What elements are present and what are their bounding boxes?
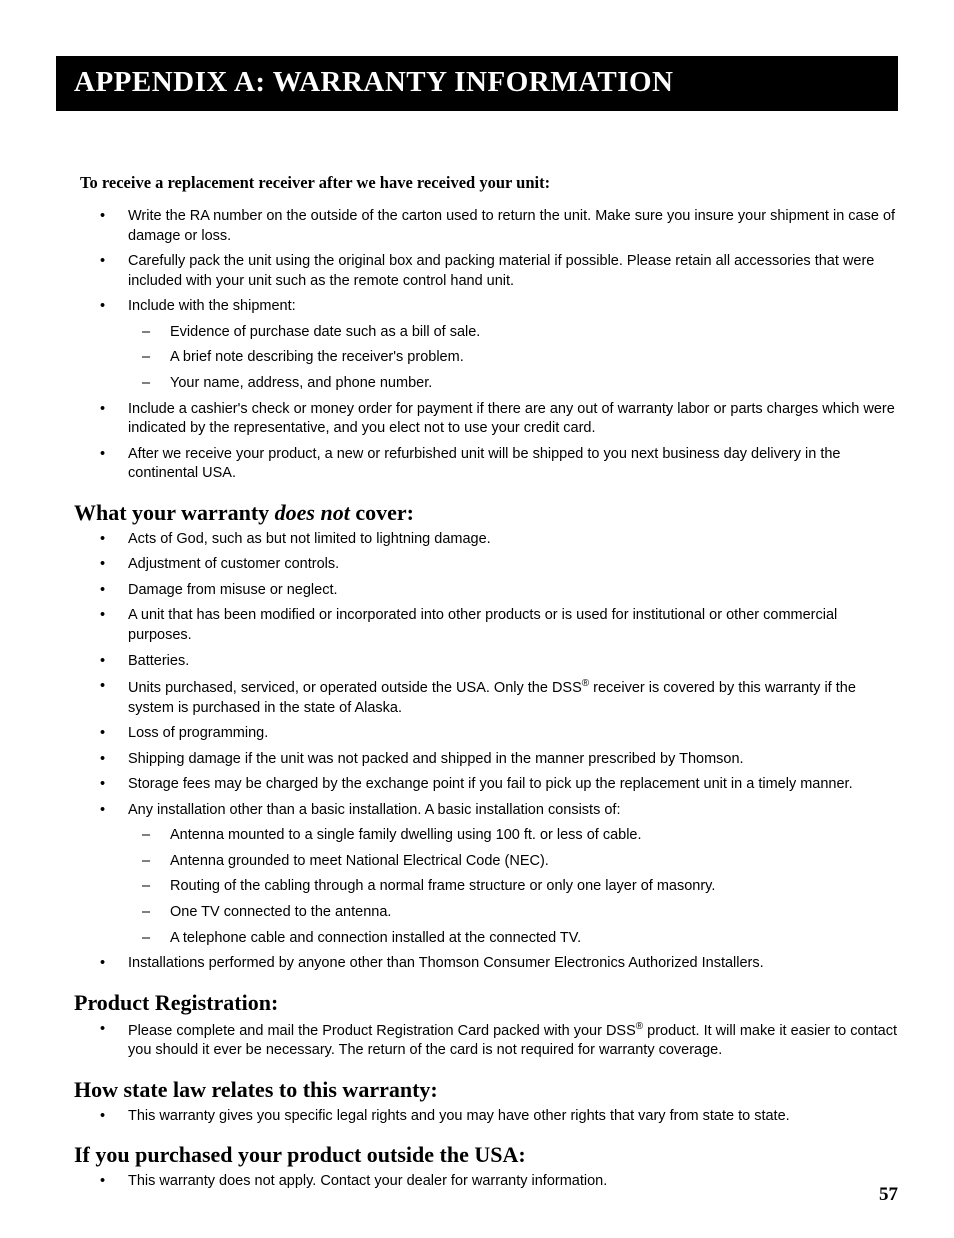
replacement-steps-list: Write the RA number on the outside of th… xyxy=(80,207,898,484)
list-item: Batteries. xyxy=(80,652,898,672)
list-item: A telephone cable and connection install… xyxy=(128,929,898,949)
statelaw-heading: How state law relates to this warranty: xyxy=(74,1077,898,1103)
list-item: This warranty gives you specific legal r… xyxy=(80,1107,898,1127)
list-item: Antenna mounted to a single family dwell… xyxy=(128,826,898,846)
heading-text-italic: does not xyxy=(275,500,350,525)
document-page: APPENDIX A: WARRANTY INFORMATION To rece… xyxy=(0,0,954,1238)
list-item: Include a cashier's check or money order… xyxy=(80,400,898,439)
list-item: Any installation other than a basic inst… xyxy=(80,801,898,948)
heading-text-post: cover: xyxy=(350,500,414,525)
list-item: Routing of the cabling through a normal … xyxy=(128,877,898,897)
list-item: Evidence of purchase date such as a bill… xyxy=(128,323,898,343)
not-cover-heading: What your warranty does not cover: xyxy=(74,500,898,526)
list-item: Antenna grounded to meet National Electr… xyxy=(128,852,898,872)
list-item: One TV connected to the antenna. xyxy=(128,903,898,923)
list-item: Carefully pack the unit using the origin… xyxy=(80,252,898,291)
list-item: After we receive your product, a new or … xyxy=(80,445,898,484)
list-item: Write the RA number on the outside of th… xyxy=(80,207,898,246)
list-item: Adjustment of customer controls. xyxy=(80,555,898,575)
appendix-banner: APPENDIX A: WARRANTY INFORMATION xyxy=(56,56,898,111)
include-with-shipment-list: Evidence of purchase date such as a bill… xyxy=(128,323,898,394)
list-item: Installations performed by anyone other … xyxy=(80,954,898,974)
list-item: Acts of God, such as but not limited to … xyxy=(80,530,898,550)
list-item: A unit that has been modified or incorpo… xyxy=(80,606,898,645)
list-item: A brief note describing the receiver's p… xyxy=(128,348,898,368)
basic-install-list: Antenna mounted to a single family dwell… xyxy=(128,826,898,948)
list-item: Units purchased, serviced, or operated o… xyxy=(80,677,898,718)
list-item: Shipping damage if the unit was not pack… xyxy=(80,750,898,770)
banner-title: APPENDIX A: WARRANTY INFORMATION xyxy=(74,66,674,98)
outside-usa-list: This warranty does not apply. Contact yo… xyxy=(80,1172,898,1192)
list-item: Include with the shipment: Evidence of p… xyxy=(80,297,898,393)
page-content: To receive a replacement receiver after … xyxy=(56,173,898,1192)
lead-in-heading: To receive a replacement receiver after … xyxy=(80,173,898,193)
page-number: 57 xyxy=(879,1184,898,1206)
list-item-text: Any installation other than a basic inst… xyxy=(128,802,620,818)
list-item: Please complete and mail the Product Reg… xyxy=(80,1020,898,1061)
list-item: Damage from misuse or neglect. xyxy=(80,581,898,601)
registration-heading: Product Registration: xyxy=(74,990,898,1016)
list-item: Storage fees may be charged by the excha… xyxy=(80,775,898,795)
text-pre: Units purchased, serviced, or operated o… xyxy=(128,680,582,696)
list-item: Loss of programming. xyxy=(80,724,898,744)
list-item: Your name, address, and phone number. xyxy=(128,374,898,394)
list-item: This warranty does not apply. Contact yo… xyxy=(80,1172,898,1192)
list-item-text: Include with the shipment: xyxy=(128,298,296,314)
statelaw-list: This warranty gives you specific legal r… xyxy=(80,1107,898,1127)
text-pre: Please complete and mail the Product Reg… xyxy=(128,1023,636,1039)
outside-usa-heading: If you purchased your product outside th… xyxy=(74,1142,898,1168)
heading-text-pre: What your warranty xyxy=(74,500,275,525)
not-cover-list: Acts of God, such as but not limited to … xyxy=(80,530,898,974)
registration-list: Please complete and mail the Product Reg… xyxy=(80,1020,898,1061)
